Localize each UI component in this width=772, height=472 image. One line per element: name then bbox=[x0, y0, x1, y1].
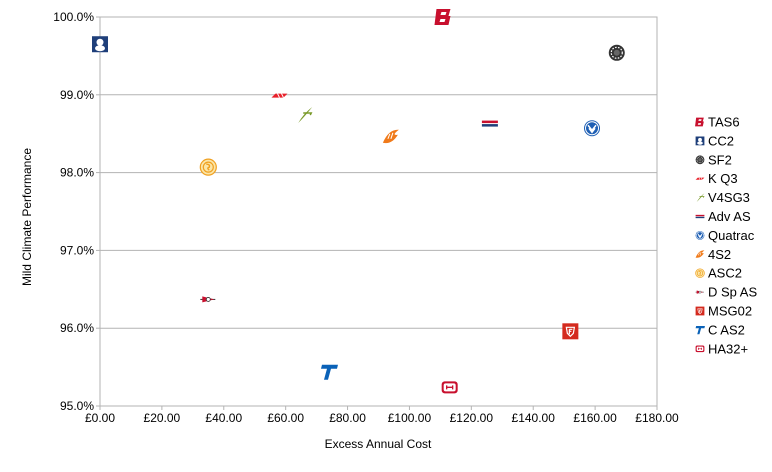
vredestein-arrow-icon bbox=[696, 193, 705, 202]
kumho-wing-icon bbox=[695, 177, 705, 180]
y-tick-label: 99.0% bbox=[60, 88, 94, 102]
x-tick-label: £140.00 bbox=[512, 411, 556, 425]
data-point-k-q3 bbox=[271, 93, 288, 98]
data-point-msg02 bbox=[562, 323, 579, 340]
michelin-man-icon bbox=[695, 136, 705, 146]
legend-item-c-as2: C AS2 bbox=[695, 322, 745, 337]
x-tick-label: £60.00 bbox=[267, 411, 304, 425]
legend-item-ha32-: HA32+ bbox=[695, 341, 748, 356]
legend-item-v4sg3: V4SG3 bbox=[696, 190, 750, 205]
x-axis-title: Excess Annual Cost bbox=[325, 437, 432, 451]
data-point-tas6 bbox=[434, 9, 451, 25]
firestone-shield-icon bbox=[695, 306, 705, 316]
y-axis-ticks: 95.0% 96.0% 97.0% 98.0% 99.0% 100.0% bbox=[53, 10, 100, 413]
data-point-quatrac bbox=[584, 120, 601, 137]
flame-icon bbox=[695, 250, 705, 258]
legend-label: HA32+ bbox=[708, 341, 748, 356]
data-point-sf2 bbox=[608, 44, 625, 61]
legend-label: ASC2 bbox=[708, 266, 742, 281]
legend-item-d-sp-as: D Sp AS bbox=[695, 285, 757, 300]
x-tick-label: £40.00 bbox=[205, 411, 242, 425]
legend-label: K Q3 bbox=[708, 171, 738, 186]
y-axis-title: Mild Climate Performance bbox=[20, 148, 34, 286]
x-tick-label: £180.00 bbox=[635, 411, 679, 425]
legend-label: D Sp AS bbox=[708, 285, 757, 300]
legend-item-k-q3: K Q3 bbox=[695, 171, 738, 186]
data-point-asc2 bbox=[199, 158, 217, 176]
plot-area bbox=[99, 16, 658, 407]
data-points bbox=[92, 9, 625, 394]
legend-item-msg02: MSG02 bbox=[695, 304, 752, 319]
data-point-d-sp-as bbox=[200, 296, 216, 303]
y-tick-label: 98.0% bbox=[60, 166, 94, 180]
dunlop-arrow-icon bbox=[695, 290, 704, 294]
legend-item-asc2: ASC2 bbox=[695, 266, 742, 281]
legend-item-adv-as: Adv AS bbox=[695, 209, 751, 224]
x-tick-label: £80.00 bbox=[329, 411, 366, 425]
legend-label: CC2 bbox=[708, 133, 734, 148]
data-point-v4sg3 bbox=[298, 107, 313, 124]
data-point-adv-as bbox=[481, 120, 498, 127]
gridlines bbox=[100, 16, 657, 407]
y-tick-label: 100.0% bbox=[53, 10, 94, 24]
legend: TAS6 CC2 SF2 K Q3 V4SG3 Adv AS Quatrac 4S2 ASC2 D… bbox=[695, 115, 757, 356]
hankook-badge-icon bbox=[695, 345, 705, 353]
continental-t-icon bbox=[695, 326, 705, 335]
legend-item-cc2: CC2 bbox=[695, 133, 734, 148]
legend-label: V4SG3 bbox=[708, 190, 750, 205]
data-point-4s2 bbox=[382, 129, 399, 144]
y-tick-label: 95.0% bbox=[60, 399, 94, 413]
quatrac-badge-icon bbox=[695, 231, 705, 240]
x-tick-label: £160.00 bbox=[573, 411, 617, 425]
data-point-cc2 bbox=[92, 36, 108, 53]
legend-label: Adv AS bbox=[708, 209, 751, 224]
legend-item-quatrac: Quatrac bbox=[695, 228, 755, 243]
data-point-ha32- bbox=[441, 381, 458, 394]
bfg-icon bbox=[695, 214, 705, 219]
legend-label: C AS2 bbox=[708, 322, 745, 337]
legend-label: 4S2 bbox=[708, 247, 731, 262]
x-axis-ticks: £0.00 £20.00 £40.00 £60.00 £80.00 £100.00 £120… bbox=[85, 406, 679, 425]
x-tick-label: £100.00 bbox=[388, 411, 432, 425]
sun-badge-icon bbox=[695, 268, 705, 278]
bridgestone-b-icon bbox=[695, 117, 704, 127]
legend-label: SF2 bbox=[708, 152, 732, 167]
y-tick-label: 96.0% bbox=[60, 321, 94, 335]
legend-item-sf2: SF2 bbox=[695, 152, 732, 167]
x-tick-label: £120.00 bbox=[450, 411, 494, 425]
legend-item-tas6: TAS6 bbox=[695, 115, 740, 130]
legend-label: MSG02 bbox=[708, 304, 752, 319]
x-tick-label: £0.00 bbox=[85, 411, 115, 425]
legend-label: Quatrac bbox=[708, 228, 755, 243]
legend-item-4s2: 4S2 bbox=[695, 247, 731, 262]
y-tick-label: 97.0% bbox=[60, 243, 94, 257]
legend-label: TAS6 bbox=[708, 115, 740, 130]
x-tick-label: £20.00 bbox=[144, 411, 181, 425]
data-point-c-as2 bbox=[320, 364, 338, 380]
tyre-wheel-icon bbox=[695, 155, 705, 165]
